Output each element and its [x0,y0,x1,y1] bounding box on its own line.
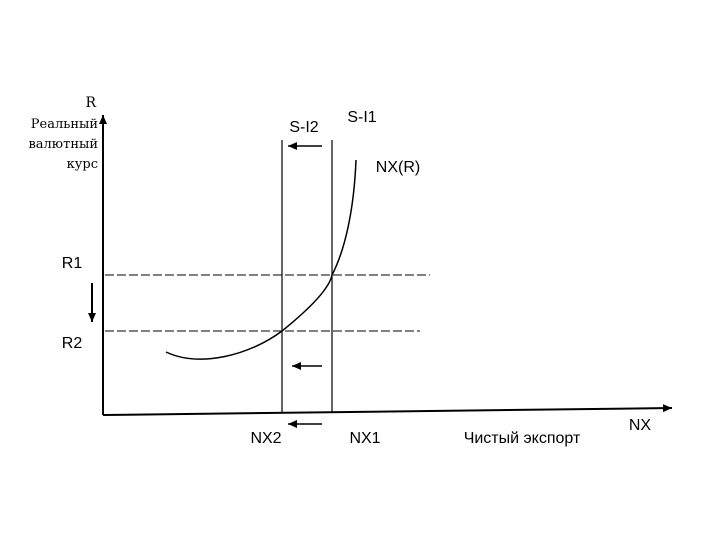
nx-curve [165,159,357,360]
x-axis [102,404,673,416]
s-i1-label: S-I1 [347,109,376,126]
x-axis-symbol: NX [629,417,652,434]
nx1-label: NX1 [349,430,380,447]
y-axis-symbol: R [85,95,96,111]
x-axis-label: Чистый экспорт [464,430,581,447]
s-i2-label: S-I2 [289,119,318,136]
r2-label: R2 [62,335,83,352]
r1-label: R1 [62,255,83,272]
nx2-label: NX2 [250,430,281,447]
y-axis-label-line-1: Реальный [31,117,98,132]
y-axis-label-line-3: курс [67,157,98,172]
nx-curve-label: NX(R) [376,159,420,176]
y-axis-label-line-2: валютный [28,137,98,152]
